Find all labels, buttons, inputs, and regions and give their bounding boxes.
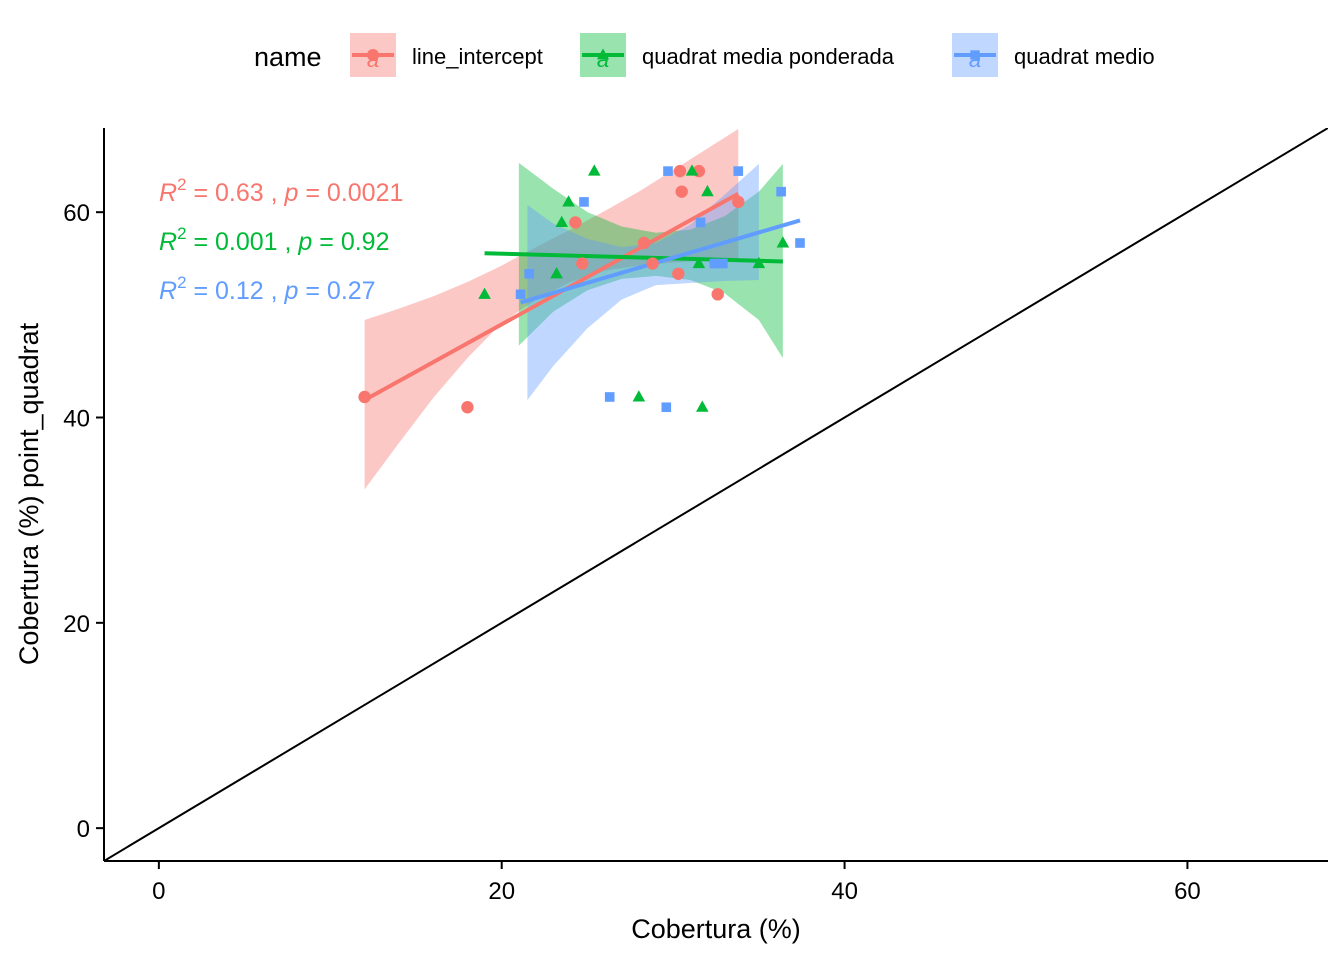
regression-line-line-intercept — [363, 191, 740, 402]
data-point-line-intercept — [675, 185, 688, 198]
data-point-quadrat-media-ponderada — [632, 390, 646, 402]
data-point-line-intercept — [637, 236, 651, 250]
data-point-quadrat-medio — [661, 402, 672, 413]
legend-key-square — [970, 50, 980, 60]
legend-label: quadrat medio — [1014, 44, 1155, 69]
data-points — [358, 164, 805, 414]
confidence-band-line-intercept — [364, 129, 739, 490]
regression-line-quadrat-medio — [520, 218, 801, 305]
data-point-quadrat-media-ponderada — [550, 267, 563, 279]
data-point-quadrat-medio — [515, 289, 526, 300]
stat-label-quadrat-media-ponderada: R2 = 0.001 , p = 0.92 — [159, 224, 389, 256]
y-tick-label: 20 — [63, 611, 90, 638]
stat-label-quadrat-medio: R2 = 0.12 , p = 0.27 — [159, 273, 376, 305]
data-point-quadrat-medio — [718, 258, 728, 269]
data-point-quadrat-media-ponderada — [752, 256, 766, 269]
data-point-quadrat-media-ponderada — [695, 400, 709, 412]
data-point-line-intercept — [358, 390, 371, 404]
data-point-line-intercept — [673, 164, 687, 178]
regression-lines — [363, 191, 801, 402]
x-tick-label: 40 — [831, 878, 858, 905]
data-point-quadrat-media-ponderada — [555, 215, 569, 228]
data-point-line-intercept — [672, 267, 685, 280]
stat-label-line-intercept: R2 = 0.63 , p = 0.0021 — [159, 175, 403, 207]
data-point-quadrat-medio — [524, 268, 534, 279]
x-axis-title: Cobertura (%) — [631, 914, 801, 944]
identity-line — [104, 128, 1328, 862]
data-point-line-intercept — [732, 195, 745, 209]
data-point-line-intercept — [711, 288, 724, 301]
x-tick-label: 0 — [152, 878, 165, 905]
data-point-quadrat-media-ponderada — [701, 184, 714, 197]
data-point-quadrat-medio — [663, 166, 673, 176]
data-point-quadrat-medio — [579, 197, 589, 207]
data-point-quadrat-media-ponderada — [562, 195, 575, 207]
data-point-quadrat-medio — [604, 392, 615, 402]
y-tick-label: 60 — [63, 200, 90, 227]
data-point-quadrat-media-ponderada — [776, 236, 790, 248]
data-point-quadrat-medio — [695, 217, 706, 228]
x-tick-label: 20 — [488, 878, 515, 905]
data-point-line-intercept — [646, 257, 659, 270]
x-tick-label: 60 — [1174, 878, 1201, 905]
data-point-quadrat-media-ponderada — [685, 164, 699, 176]
confidence-bands — [364, 129, 783, 490]
identity-line-layer — [104, 128, 1328, 862]
legend-key-triangle — [596, 48, 610, 60]
data-point-quadrat-medio — [733, 166, 744, 176]
legend-label: quadrat media ponderada — [642, 44, 895, 69]
y-tick-label: 40 — [63, 406, 90, 433]
legend-entry-quadrat-media-ponderada: a quadrat media ponderada — [580, 33, 895, 77]
data-point-quadrat-medio — [776, 186, 786, 197]
regression-stats: R2 = 0.63 , p = 0.0021 R2 = 0.001 , p = 0… — [159, 175, 403, 305]
data-point-line-intercept — [576, 257, 589, 270]
data-point-quadrat-media-ponderada — [587, 164, 601, 176]
legend-entry-line-intercept: aline_intercept — [350, 33, 543, 77]
regression-line-quadrat-media-ponderada — [484, 251, 783, 264]
axes: 0 20 40 60 0 20 40 60 — [63, 128, 1328, 905]
y-axis-title: Cobertura (%) point_quadrat — [14, 322, 44, 665]
data-point-quadrat-media-ponderada — [692, 256, 706, 269]
data-point-quadrat-media-ponderada — [478, 287, 491, 299]
legend-label: line_intercept — [412, 44, 543, 69]
data-point-line-intercept — [461, 401, 474, 414]
data-point-quadrat-medio — [795, 238, 805, 248]
legend-title: name — [254, 42, 322, 72]
data-point-line-intercept — [569, 216, 582, 229]
y-tick-label: 0 — [77, 816, 90, 843]
legend-key-circle — [367, 49, 379, 61]
data-point-quadrat-medio — [709, 258, 720, 269]
